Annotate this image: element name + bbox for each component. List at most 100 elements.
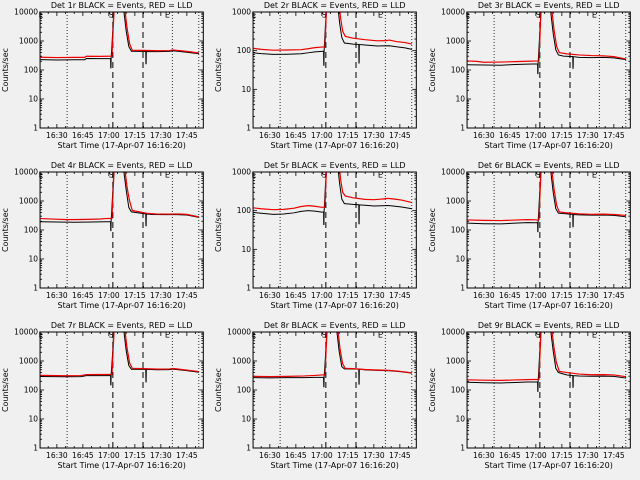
y-tick-label: 100 bbox=[450, 66, 465, 75]
event-marker-S: S bbox=[535, 331, 540, 340]
event-marker-S: S bbox=[535, 171, 540, 180]
orbit-dotted-lines bbox=[493, 332, 626, 448]
lld-series-line bbox=[40, 332, 200, 377]
orbit-dotted-lines bbox=[66, 172, 200, 288]
y-axis-title: Counts/sec bbox=[1, 48, 10, 92]
x-tick-label: 17:30 bbox=[150, 451, 172, 460]
y-tick-label: 1000 bbox=[232, 168, 251, 177]
y-tick-label: 10 bbox=[242, 245, 252, 254]
x-tick-label: 16:30 bbox=[473, 451, 495, 460]
axis-ticks bbox=[40, 11, 204, 129]
subplot-det-7r: E S E Det 7r BLACK = Events, RED = LLD 1 10 10… bbox=[0, 320, 213, 480]
x-axis-title: Start Time (17-Apr-07 16:16:20) bbox=[58, 461, 186, 470]
x-tick-label: 17:30 bbox=[577, 291, 599, 300]
event-marker-E: E bbox=[165, 331, 170, 340]
y-tick-label: 1 bbox=[33, 444, 38, 453]
x-axis-title: Start Time (17-Apr-07 16:16:20) bbox=[58, 141, 186, 150]
event-marker-S: S bbox=[535, 11, 540, 20]
lld-series-line bbox=[253, 12, 413, 51]
x-axis-title: Start Time (17-Apr-07 16:16:20) bbox=[484, 301, 612, 310]
axis-ticks bbox=[466, 331, 630, 449]
x-axis-title: Start Time (17-Apr-07 16:16:20) bbox=[484, 461, 612, 470]
event-marker-E: E bbox=[378, 11, 383, 20]
x-tick-label: 17:30 bbox=[150, 291, 172, 300]
orbit-dotted-lines bbox=[280, 172, 413, 288]
event-marker-E: E bbox=[39, 171, 44, 180]
plot-frame bbox=[466, 171, 631, 289]
lld-series-line bbox=[467, 332, 626, 381]
orbit-dotted-lines bbox=[66, 12, 200, 128]
y-tick-label: 1 bbox=[33, 124, 38, 133]
x-tick-label: 17:45 bbox=[176, 131, 198, 140]
x-axis-title: Start Time (17-Apr-07 16:16:20) bbox=[271, 301, 399, 310]
y-axis-title: Counts/sec bbox=[1, 368, 10, 412]
plot-title: Det 4r BLACK = Events, RED = LLD bbox=[51, 161, 193, 170]
y-tick-label: 10000 bbox=[14, 8, 38, 17]
x-tick-label: 16:30 bbox=[259, 131, 281, 140]
lld-series-line bbox=[253, 332, 413, 378]
lld-series-line bbox=[40, 12, 200, 59]
x-tick-label: 17:30 bbox=[363, 291, 385, 300]
y-axis-title: Counts/sec bbox=[428, 208, 437, 252]
y-tick-label: 1000 bbox=[446, 37, 465, 46]
x-tick-label: 17:30 bbox=[577, 131, 599, 140]
events-series-line bbox=[467, 332, 626, 392]
x-tick-label: 17:15 bbox=[337, 131, 359, 140]
y-tick-label: 1 bbox=[247, 124, 252, 133]
event-marker-E: E bbox=[39, 331, 44, 340]
x-tick-label: 17:15 bbox=[551, 451, 573, 460]
y-axis-title: Counts/sec bbox=[428, 368, 437, 412]
y-tick-label: 1 bbox=[460, 124, 465, 133]
plot-frame bbox=[466, 331, 631, 449]
event-boundary-dashed-lines bbox=[112, 332, 144, 448]
y-tick-label: 10000 bbox=[441, 168, 465, 177]
x-tick-label: 17:00 bbox=[525, 131, 547, 140]
event-boundary-dashed-lines bbox=[539, 332, 571, 448]
axis-ticks bbox=[253, 11, 417, 129]
y-tick-label: 10 bbox=[455, 255, 465, 264]
y-tick-label: 100 bbox=[450, 226, 465, 235]
x-tick-label: 16:30 bbox=[473, 131, 495, 140]
y-tick-label: 1000 bbox=[232, 8, 251, 17]
x-tick-label: 17:45 bbox=[603, 131, 625, 140]
x-tick-label: 17:30 bbox=[150, 131, 172, 140]
y-tick-label: 100 bbox=[450, 386, 465, 395]
event-marker-S: S bbox=[322, 171, 327, 180]
x-tick-label: 17:45 bbox=[389, 451, 411, 460]
event-marker-S: S bbox=[109, 11, 114, 20]
orbit-dotted-lines bbox=[493, 12, 626, 128]
x-tick-label: 17:30 bbox=[577, 451, 599, 460]
x-tick-label: 16:45 bbox=[499, 291, 521, 300]
event-marker-E: E bbox=[165, 171, 170, 180]
subplot-det-1r: E S E Det 1r BLACK = Events, RED = LLD 1 10 10… bbox=[0, 0, 213, 160]
x-tick-label: 17:30 bbox=[363, 451, 385, 460]
x-tick-label: 17:45 bbox=[176, 451, 198, 460]
events-series-line bbox=[467, 12, 626, 75]
y-tick-label: 100 bbox=[24, 66, 39, 75]
x-tick-label: 16:45 bbox=[72, 131, 94, 140]
plot-title: Det 1r BLACK = Events, RED = LLD bbox=[51, 1, 193, 10]
plot-title: Det 6r BLACK = Events, RED = LLD bbox=[477, 161, 619, 170]
event-boundary-dashed-lines bbox=[539, 12, 571, 128]
y-tick-label: 10 bbox=[29, 415, 39, 424]
lld-series-line bbox=[253, 172, 413, 211]
orbit-dotted-lines bbox=[493, 172, 626, 288]
x-tick-label: 16:30 bbox=[46, 131, 68, 140]
plot-title: Det 9r BLACK = Events, RED = LLD bbox=[477, 321, 619, 330]
y-axis-title: Counts/sec bbox=[214, 48, 223, 92]
event-marker-E: E bbox=[39, 11, 44, 20]
subplot-det-3r: E S E Det 3r BLACK = Events, RED = LLD 1 10 10… bbox=[427, 0, 640, 160]
y-tick-label: 10000 bbox=[14, 328, 38, 337]
y-tick-label: 10 bbox=[242, 85, 252, 94]
y-tick-label: 100 bbox=[237, 386, 252, 395]
plot-title: Det 8r BLACK = Events, RED = LLD bbox=[264, 321, 406, 330]
orbit-dotted-lines bbox=[66, 332, 200, 448]
x-tick-label: 16:45 bbox=[72, 451, 94, 460]
x-tick-label: 17:45 bbox=[603, 451, 625, 460]
y-tick-label: 1000 bbox=[19, 357, 38, 366]
